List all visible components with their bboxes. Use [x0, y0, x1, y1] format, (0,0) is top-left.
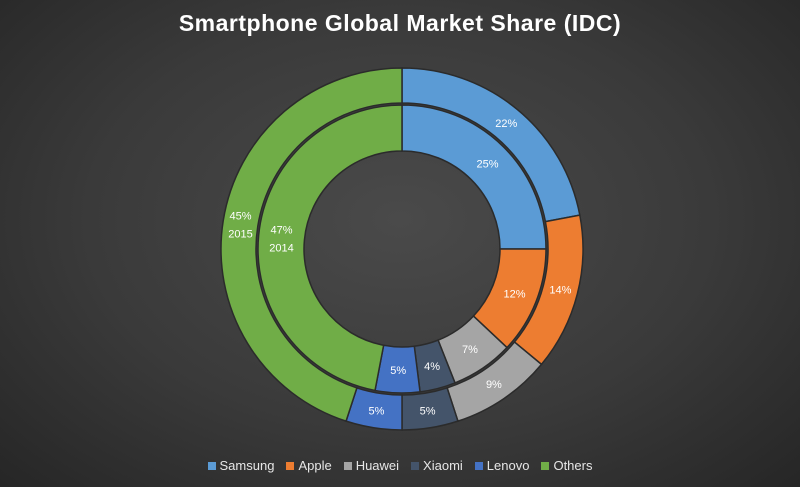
legend-item-xiaomi: Xiaomi	[411, 458, 463, 473]
legend-label-others: Others	[553, 458, 593, 473]
slice-2014-others	[257, 104, 403, 392]
data-label-2015-samsung: 22%	[495, 118, 517, 130]
chart-title: Smartphone Global Market Share (IDC)	[178, 10, 622, 36]
legend-swatch-samsung	[207, 461, 216, 470]
legend-swatch-lenovo	[474, 461, 483, 470]
series-label-2014: 2014	[269, 243, 293, 255]
data-label-2015-xiaomi: 5%	[420, 405, 436, 417]
slice-2015-others	[220, 67, 403, 423]
legend-label-xiaomi: Xiaomi	[423, 458, 463, 473]
legend-swatch-huawei	[343, 461, 352, 470]
data-label-2014-lenovo: 5%	[390, 365, 406, 377]
legend-swatch-xiaomi	[411, 461, 420, 470]
data-label-2014-samsung: 25%	[477, 158, 499, 170]
legend-label-samsung: Samsung	[219, 458, 275, 473]
data-label-2014-xiaomi: 4%	[424, 361, 440, 373]
data-label-2015-others: 45%	[229, 210, 251, 222]
data-label-2014-apple: 12%	[503, 289, 525, 301]
legend: Samsung Apple Huawei Xiaomi Lenovo Other…	[0, 458, 800, 473]
data-label-2015-apple: 14%	[549, 285, 571, 297]
legend-swatch-others	[541, 461, 550, 470]
legend-item-samsung: Samsung	[207, 458, 275, 473]
legend-swatch-apple	[286, 461, 295, 470]
legend-item-others: Others	[541, 458, 592, 473]
series-label-2015: 2015	[228, 228, 252, 240]
legend-item-lenovo: Lenovo	[474, 458, 530, 473]
legend-item-apple: Apple	[286, 458, 332, 473]
legend-label-huawei: Huawei	[355, 458, 400, 473]
data-label-2015-lenovo: 5%	[368, 405, 384, 417]
legend-label-apple: Apple	[298, 458, 332, 473]
data-label-2014-others: 47%	[271, 225, 293, 237]
legend-item-huawei: Huawei	[343, 458, 400, 473]
data-label-2014-huawei: 7%	[462, 344, 478, 356]
data-label-2015-huawei: 9%	[486, 379, 502, 391]
legend-label-lenovo: Lenovo	[486, 458, 530, 473]
